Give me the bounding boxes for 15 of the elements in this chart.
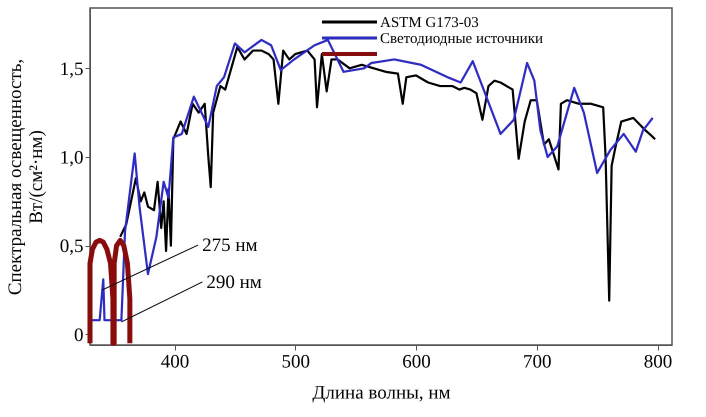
y-axis-title: Спектральная освещенность, Вт/(см²·нм)	[4, 58, 47, 296]
y-tick-label: 1,0	[60, 147, 84, 168]
annotation: 290 нм	[206, 272, 262, 293]
annotation: 275 нм	[202, 235, 258, 256]
x-axis-title: Длина волны, нм	[312, 382, 451, 404]
legend-label: Светодиодные источники	[380, 31, 544, 47]
x-tick-label: 600	[402, 352, 431, 372]
y-tick-label: 1,5	[60, 58, 84, 80]
x-tick-label: 700	[523, 352, 552, 372]
y-tick-label: 0	[74, 324, 84, 346]
y-tick-label: 0,5	[60, 236, 84, 258]
x-tick-label: 800	[644, 352, 672, 372]
legend-label: ASTM G173-03	[380, 15, 479, 31]
x-tick-label: 500	[282, 352, 310, 372]
x-tick-label: 400	[160, 352, 190, 372]
